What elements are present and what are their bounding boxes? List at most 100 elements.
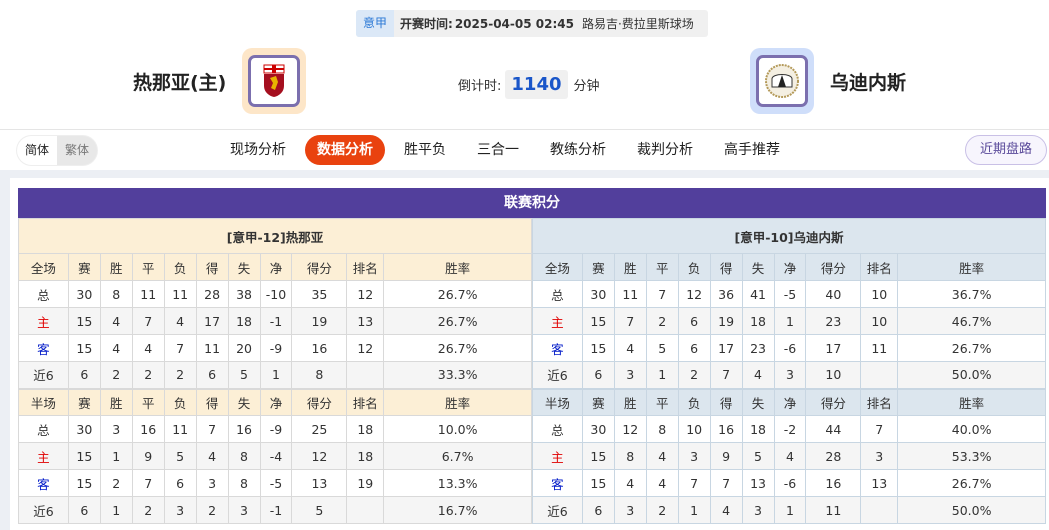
tab-three-in-one[interactable]: 三合一 — [477, 142, 519, 158]
table-cell: 41 — [741, 280, 775, 308]
table-cell: 13.3% — [383, 469, 532, 497]
recent-handicap-button[interactable]: 近期盘路 — [965, 135, 1047, 165]
column-header: 排名 — [860, 387, 899, 416]
column-header: 失 — [741, 253, 775, 281]
table-cell: 4 — [163, 307, 197, 335]
table-cell: 25 — [291, 415, 348, 443]
row-label: 客 — [18, 469, 69, 497]
column-header: 胜 — [613, 253, 647, 281]
table-cell: 2 — [131, 496, 165, 524]
tab-coach-analysis[interactable]: 教练分析 — [550, 142, 606, 158]
column-header: 胜 — [613, 387, 647, 416]
tab-referee-analysis[interactable]: 裁判分析 — [637, 142, 693, 158]
half-header-row: 半场赛胜平负得失净得分 排名 胜率 — [18, 387, 532, 416]
away-standings-table: [意甲-10]乌迪内斯 全场赛胜平负得失净得分 排名 胜率总 30 11 7 12 36 41 -5… — [532, 218, 1046, 524]
table-cell: -5 — [259, 469, 293, 497]
table-cell: 4 — [613, 469, 647, 497]
table-cell: 20 — [227, 334, 261, 362]
row-label: 总 — [532, 280, 583, 308]
udinese-crest-icon[interactable] — [750, 48, 814, 114]
table-cell: 35 — [291, 280, 348, 308]
table-cell: 15 — [581, 469, 615, 497]
column-header: 赛 — [67, 253, 101, 281]
table-cell: 30 — [67, 415, 101, 443]
league-badge[interactable]: 意甲 — [356, 10, 395, 37]
column-header: 净 — [773, 253, 807, 281]
column-header: 得分 — [291, 387, 348, 416]
table-cell: 8 — [227, 442, 261, 470]
table-cell: 16 — [131, 415, 165, 443]
table-cell: -1 — [259, 496, 293, 524]
row-label: 近6 — [18, 361, 69, 389]
table-cell: 2 — [131, 361, 165, 389]
column-header: 失 — [741, 387, 775, 416]
table-cell: 30 — [581, 280, 615, 308]
table-cell: 28 — [195, 280, 229, 308]
table-cell: 16 — [805, 469, 862, 497]
row-label: 主 — [532, 442, 583, 470]
tab-expert-picks[interactable]: 高手推荐 — [724, 142, 780, 158]
table-row: 总 30 8 11 11 28 38 -10 35 12 26.7% — [18, 280, 532, 308]
table-cell: 10 — [860, 280, 899, 308]
table-row: 近6 6 2 2 2 6 5 1 8 33.3% — [18, 361, 532, 389]
table-cell: 19 — [291, 307, 348, 335]
section-label: 全场 — [18, 253, 69, 281]
row-label: 主 — [18, 442, 69, 470]
table-cell: -6 — [773, 334, 807, 362]
table-cell: 7 — [195, 415, 229, 443]
team-standings-header: [意甲-10]乌迪内斯 — [532, 218, 1046, 254]
table-row: 客 15 4 5 6 17 23 -6 17 11 26.7% — [532, 334, 1046, 362]
language-toggle[interactable]: 简体 繁体 — [17, 136, 98, 165]
table-cell: -4 — [259, 442, 293, 470]
column-header: 胜 — [99, 387, 133, 416]
tab-data-analysis[interactable]: 数据分析 — [305, 135, 385, 165]
table-cell: 12 — [613, 415, 647, 443]
tab-live-analysis[interactable]: 现场分析 — [230, 142, 286, 158]
home-team-name[interactable]: 热那亚(主) — [133, 71, 227, 94]
column-header: 失 — [227, 387, 261, 416]
table-cell: 8 — [227, 469, 261, 497]
analysis-tabs: 现场分析 数据分析 胜平负 三合一 教练分析 裁判分析 高手推荐 — [218, 135, 799, 165]
table-cell — [346, 496, 385, 524]
away-team-name[interactable]: 乌迪内斯 — [830, 71, 907, 94]
table-cell: 6 — [581, 361, 615, 389]
divider — [0, 129, 1049, 130]
row-label: 近6 — [18, 496, 69, 524]
table-cell: 30 — [67, 280, 101, 308]
table-cell: 2 — [99, 469, 133, 497]
table-cell: 3 — [860, 442, 899, 470]
column-header: 胜 — [99, 253, 133, 281]
table-cell: 6.7% — [383, 442, 532, 470]
table-row: 主 15 7 2 6 19 18 1 23 10 46.7% — [532, 307, 1046, 335]
table-cell: -9 — [259, 415, 293, 443]
lang-simplified[interactable]: 简体 — [17, 136, 58, 165]
table-cell: 40.0% — [897, 415, 1046, 443]
tab-win-draw-loss[interactable]: 胜平负 — [404, 142, 446, 158]
half-header-row: 半场赛胜平负得失净得分 排名 胜率 — [532, 387, 1046, 416]
table-row: 客 15 2 7 6 3 8 -5 13 19 13.3% — [18, 469, 532, 497]
table-cell: 18 — [227, 307, 261, 335]
table-cell: 17 — [805, 334, 862, 362]
table-cell: 6 — [677, 334, 711, 362]
row-label: 近6 — [532, 361, 583, 389]
genoa-crest-icon[interactable] — [242, 48, 307, 114]
table-cell: 26.7% — [897, 469, 1046, 497]
table-cell: 6 — [581, 496, 615, 524]
lang-traditional[interactable]: 繁体 — [65, 143, 90, 157]
table-cell: 4 — [645, 469, 679, 497]
table-cell: 6 — [195, 361, 229, 389]
column-header: 负 — [677, 253, 711, 281]
section-label: 全场 — [532, 253, 583, 281]
table-cell: 15 — [67, 307, 101, 335]
table-row: 主 15 4 7 4 17 18 -1 19 13 26.7% — [18, 307, 532, 335]
table-cell: 11 — [131, 280, 165, 308]
table-cell: 26.7% — [897, 334, 1046, 362]
table-cell: 12 — [291, 442, 348, 470]
table-cell: 15 — [581, 442, 615, 470]
column-header: 赛 — [581, 253, 615, 281]
table-cell: 28 — [805, 442, 862, 470]
table-cell: 7 — [709, 469, 743, 497]
table-row: 总 30 11 7 12 36 41 -5 40 10 36.7% — [532, 280, 1046, 308]
section-label: 半场 — [18, 387, 69, 416]
countdown-unit: 分钟 — [573, 79, 600, 94]
